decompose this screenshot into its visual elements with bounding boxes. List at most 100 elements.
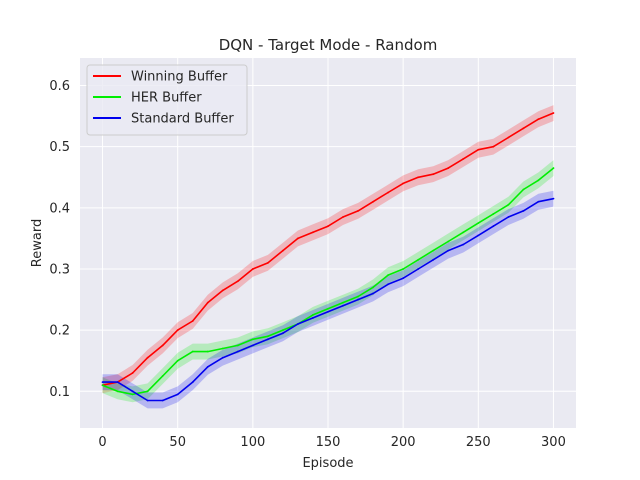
data-point xyxy=(251,344,254,347)
x-tick-label: 250 xyxy=(466,435,491,450)
data-point xyxy=(462,243,465,246)
data-point xyxy=(357,209,359,212)
data-point xyxy=(417,176,420,179)
data-point xyxy=(221,356,224,359)
data-point xyxy=(221,347,224,350)
data-point xyxy=(402,182,405,185)
y-tick-label: 0.1 xyxy=(49,385,70,400)
data-point xyxy=(492,213,495,215)
data-point xyxy=(161,344,164,347)
data-point xyxy=(282,249,284,252)
data-point xyxy=(342,216,344,218)
data-point xyxy=(417,258,420,261)
y-tick-label: 0.2 xyxy=(49,324,70,339)
x-axis-ticks: 0 50 100 150 200 250 300 xyxy=(98,435,565,450)
data-point xyxy=(312,313,314,316)
data-point xyxy=(282,332,284,335)
data-point xyxy=(357,298,359,301)
legend-label-0: Winning Buffer xyxy=(131,70,228,85)
legend: Winning Buffer HER Buffer Standard Buffer xyxy=(86,64,248,136)
series-band-0 xyxy=(102,105,554,394)
x-tick-label: 100 xyxy=(240,435,265,450)
data-point xyxy=(537,179,540,182)
chart-title: DQN - Target Mode - Random xyxy=(219,36,438,54)
data-point xyxy=(251,268,254,270)
data-point xyxy=(191,381,194,384)
data-point xyxy=(432,173,435,176)
data-point xyxy=(372,286,374,289)
data-point xyxy=(297,323,299,325)
data-point xyxy=(206,350,209,353)
y-tick-label: 0.6 xyxy=(49,79,70,94)
data-point xyxy=(236,280,239,283)
x-tick-label: 150 xyxy=(316,435,341,450)
data-point xyxy=(372,200,374,203)
data-point xyxy=(116,390,119,393)
x-tick-label: 300 xyxy=(541,435,566,450)
data-point xyxy=(266,261,269,264)
x-tick-label: 50 xyxy=(169,435,186,450)
data-point xyxy=(417,268,420,270)
data-point xyxy=(492,225,495,228)
series-lines xyxy=(101,112,555,402)
series-band-2 xyxy=(102,190,554,409)
data-point xyxy=(477,222,480,225)
data-point xyxy=(312,317,314,319)
data-point xyxy=(342,304,344,307)
data-point xyxy=(146,399,149,402)
data-point xyxy=(447,240,450,243)
y-tick-label: 0.4 xyxy=(49,201,70,216)
data-point xyxy=(101,384,104,387)
data-point xyxy=(176,393,179,396)
y-axis-label: Reward xyxy=(30,219,45,267)
data-point xyxy=(131,372,134,374)
data-point xyxy=(266,335,269,338)
data-point xyxy=(131,393,134,396)
data-point xyxy=(236,344,239,347)
y-tick-label: 0.5 xyxy=(49,140,70,155)
data-point xyxy=(537,118,540,121)
data-point xyxy=(402,277,405,280)
data-point xyxy=(236,350,239,353)
data-point xyxy=(176,329,179,332)
data-point xyxy=(146,356,149,359)
data-point xyxy=(447,167,450,169)
data-point xyxy=(522,209,525,212)
data-point xyxy=(221,289,224,292)
x-tick-label: 0 xyxy=(98,435,106,450)
data-point xyxy=(251,338,254,341)
data-point xyxy=(552,112,555,114)
data-point xyxy=(312,231,314,234)
data-point xyxy=(432,249,435,252)
data-point xyxy=(507,203,510,206)
data-point xyxy=(402,268,405,270)
data-point xyxy=(447,249,450,252)
data-point xyxy=(387,191,390,194)
data-point xyxy=(387,283,390,286)
data-point xyxy=(357,295,359,298)
data-point xyxy=(372,292,374,295)
y-tick-label: 0.3 xyxy=(49,262,70,277)
data-point xyxy=(477,234,480,237)
x-axis-label: Episode xyxy=(302,456,353,471)
data-point xyxy=(101,381,104,384)
data-point xyxy=(492,145,495,148)
data-point xyxy=(477,148,480,151)
x-tick-label: 200 xyxy=(391,435,416,450)
grid xyxy=(80,58,576,428)
data-point xyxy=(297,237,299,240)
data-point xyxy=(432,258,435,261)
data-point xyxy=(282,329,284,332)
data-point xyxy=(146,390,149,393)
data-point xyxy=(161,399,164,402)
data-point xyxy=(522,127,525,130)
data-point xyxy=(462,231,465,234)
data-point xyxy=(206,301,209,304)
data-point xyxy=(342,301,344,304)
data-point xyxy=(507,216,510,218)
data-point xyxy=(327,225,329,228)
data-point xyxy=(552,167,555,169)
data-point xyxy=(507,136,510,139)
data-point xyxy=(327,307,329,310)
